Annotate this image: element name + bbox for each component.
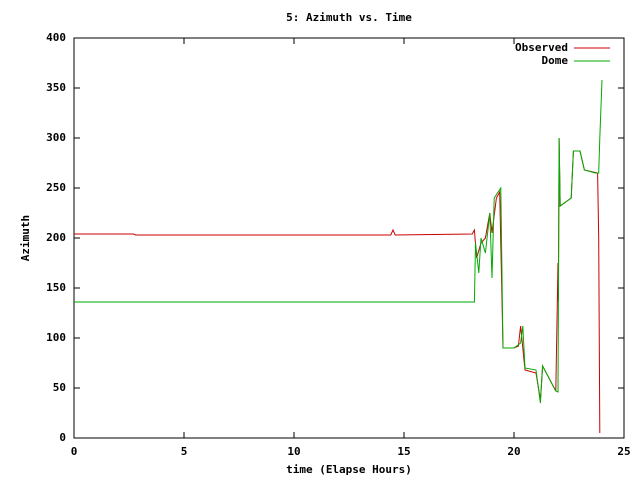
y-tick-label: 300 (46, 131, 66, 144)
legend-label: Observed (515, 41, 568, 54)
y-tick-label: 250 (46, 181, 66, 194)
x-tick-label: 0 (71, 445, 78, 458)
y-axis-label: Azimuth (19, 215, 32, 261)
x-tick-label: 10 (287, 445, 300, 458)
y-tick-label: 0 (59, 431, 66, 444)
x-axis-label: time (Elapse Hours) (286, 463, 412, 476)
y-tick-label: 100 (46, 331, 66, 344)
x-tick-label: 25 (617, 445, 630, 458)
chart-title: 5: Azimuth vs. Time (286, 11, 412, 24)
y-tick-label: 200 (46, 231, 66, 244)
x-tick-label: 20 (507, 445, 520, 458)
y-tick-label: 150 (46, 281, 66, 294)
legend-label: Dome (542, 54, 569, 67)
x-tick-label: 15 (397, 445, 410, 458)
y-tick-label: 350 (46, 81, 66, 94)
data-line (74, 79, 603, 404)
x-tick-label: 5 (181, 445, 188, 458)
y-tick-label: 50 (53, 381, 66, 394)
y-tick-label: 400 (46, 31, 66, 44)
